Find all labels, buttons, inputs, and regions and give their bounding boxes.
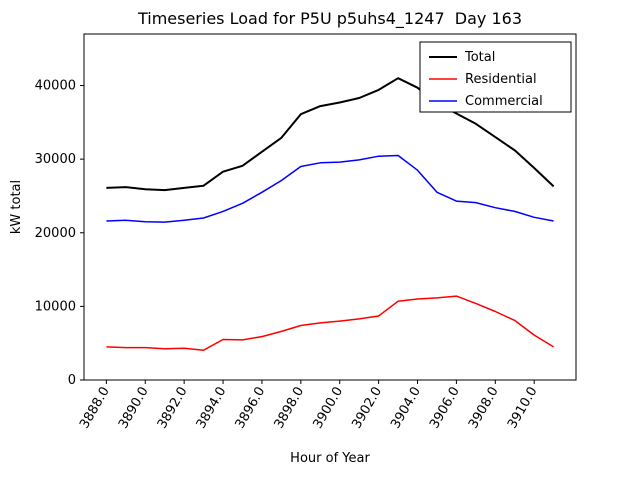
chart-title: Timeseries Load for P5U p5uhs4_1247 Day … [137,9,522,29]
y-tick-label: 0 [68,373,76,388]
x-tick-label: 3906.0 [427,385,463,432]
series-lines [106,77,555,351]
legend: Total Residential Commercial [419,41,572,113]
x-tick-label: 3896.0 [233,385,269,432]
x-tick-label: 3900.0 [310,385,346,432]
y-tick-label: 20000 [35,226,76,241]
y-axis-label: kW total [9,180,24,234]
x-tick-label: 3892.0 [155,385,191,432]
x-tick-label: 3894.0 [194,385,230,432]
y-tick-label: 40000 [35,79,76,94]
x-tick-label: 3904.0 [388,385,424,432]
y-tick-label: 10000 [35,299,76,314]
y-tick-label: 30000 [35,152,76,167]
x-tick-label: 3908.0 [466,385,502,432]
legend-label-residential: Residential [465,72,537,87]
x-tick-label: 3890.0 [116,385,152,432]
x-axis-label: Hour of Year [290,451,370,466]
legend-label-total: Total [464,50,495,65]
x-tick-label: 3902.0 [349,385,385,432]
x-tick-label: 3898.0 [272,385,308,432]
x-tick-label: 3910.0 [505,385,541,432]
series-line-total [106,77,555,192]
legend-label-commercial: Commercial [465,94,543,109]
series-line-commercial [106,154,554,223]
x-tick-label: 3888.0 [77,385,113,432]
series-line-residential [106,295,554,351]
plot-frame [83,33,577,381]
